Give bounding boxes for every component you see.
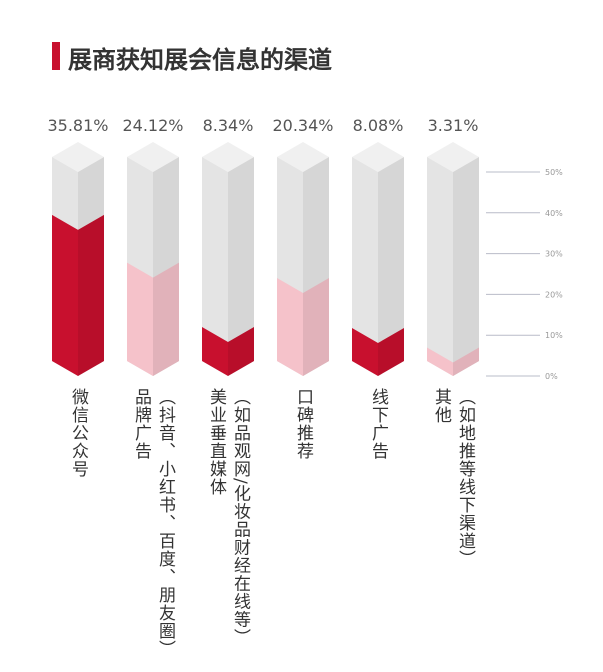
value-label: 35.81% <box>47 116 108 135</box>
category-note: （抖音、小红书、百度、朋友圈） <box>155 388 175 658</box>
bar-shade <box>153 262 179 376</box>
category-label: 线下广告 <box>368 388 388 460</box>
column-left <box>427 157 453 376</box>
value-label: 24.12% <box>122 116 183 135</box>
column-right <box>378 157 404 376</box>
category-note: （如品观网/化妆品财经在线等） <box>230 388 250 647</box>
y-tick-label: 50% <box>545 168 563 177</box>
bar-right <box>378 328 404 376</box>
column-right <box>228 157 254 376</box>
value-label: 20.34% <box>272 116 333 135</box>
bar-left <box>352 328 378 376</box>
y-tick-label: 30% <box>545 250 563 259</box>
column-left <box>352 157 378 376</box>
chart-title: 展商获知展会信息的渠道 <box>68 46 332 74</box>
title-marker <box>52 42 60 70</box>
bar-shade <box>78 214 104 376</box>
value-label: 3.31% <box>428 116 479 135</box>
category-label: 微信公众号 <box>68 388 88 478</box>
category-label: 其他 <box>431 388 451 424</box>
bar-left <box>52 214 78 376</box>
value-label: 8.34% <box>203 116 254 135</box>
bar-left <box>202 326 228 376</box>
category-label: 口碑推荐 <box>293 388 313 460</box>
value-label: 8.08% <box>353 116 404 135</box>
y-tick-label: 10% <box>545 331 563 340</box>
bar-left <box>127 262 153 376</box>
column-left <box>202 157 228 376</box>
bar-shade <box>228 326 254 376</box>
bar-right <box>228 326 254 376</box>
bar-shade <box>378 328 404 376</box>
column-right <box>453 157 479 376</box>
category-label: 品牌广告 <box>131 388 151 460</box>
y-tick-label: 40% <box>545 209 563 218</box>
bar-right <box>153 262 179 376</box>
bar-shade <box>303 278 329 376</box>
y-tick-label: 20% <box>545 290 563 299</box>
category-note: （如地推等线下渠道） <box>455 388 475 568</box>
bar-right <box>453 347 479 376</box>
y-tick-label: 0% <box>545 372 558 381</box>
bar-right <box>78 214 104 376</box>
bar-shade <box>453 347 479 376</box>
bar-left <box>277 278 303 376</box>
bar-left <box>427 347 453 376</box>
bar-right <box>303 278 329 376</box>
category-label: 美业垂直媒体 <box>206 388 226 496</box>
